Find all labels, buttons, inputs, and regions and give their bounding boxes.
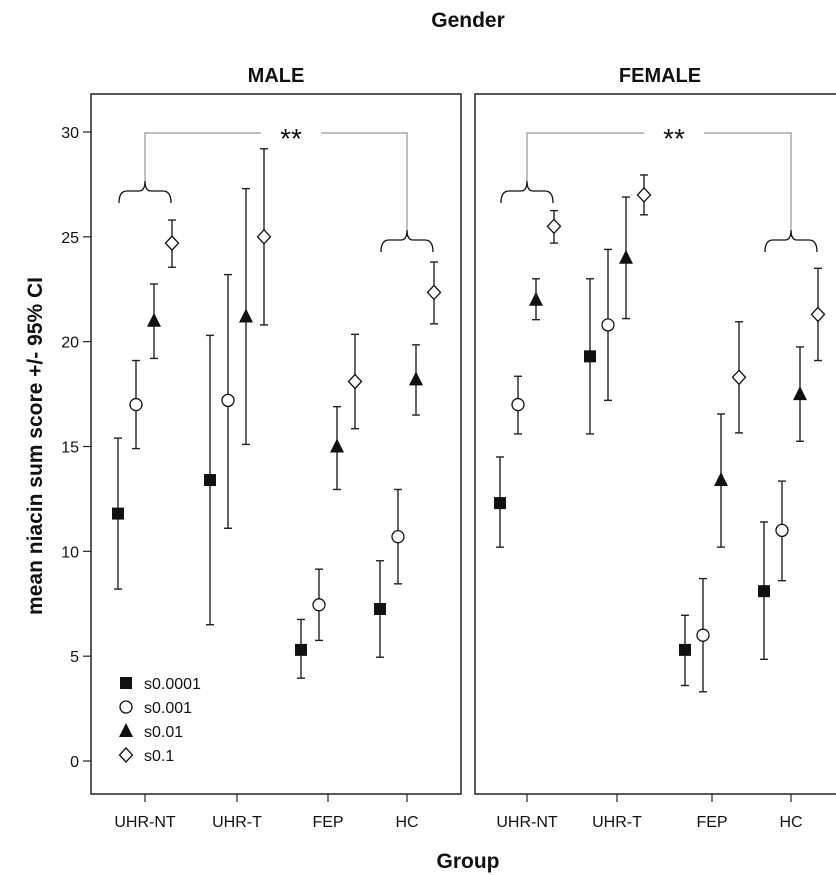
- panel-title-male: MALE: [248, 65, 305, 87]
- data-point: [312, 598, 326, 612]
- data-point: [601, 318, 615, 332]
- significance-line-left: [526, 132, 644, 181]
- legend-marker: [120, 677, 132, 689]
- panel-title-female: FEMALE: [619, 65, 701, 87]
- significance-stars: **: [663, 123, 685, 154]
- panel-frame: [474, 93, 836, 795]
- y-tick-label: 5: [70, 649, 79, 666]
- data-point: [391, 530, 405, 544]
- data-point: [511, 397, 525, 412]
- data-point: [426, 284, 442, 301]
- data-point: [619, 249, 633, 264]
- legend-label: s0.1: [144, 748, 174, 765]
- data-point: [546, 218, 562, 235]
- data-point: [679, 643, 691, 656]
- y-tick-label: 15: [61, 440, 79, 457]
- y-tick-label: 20: [61, 335, 79, 352]
- significance-line-right: [704, 132, 792, 230]
- panel-male: MALE 0 5 10 15 20 25 30 UHR-NT UHR-T FEP HC **: [61, 65, 462, 831]
- data-point: [494, 497, 506, 510]
- data-point: [129, 397, 143, 412]
- series-s0.001: [129, 273, 405, 642]
- series-s0.01: [147, 187, 423, 491]
- x-axis-label: Group: [437, 850, 500, 873]
- significance-stars: **: [280, 123, 302, 154]
- y-axis-label: mean niacin sum score +/- 95% CI: [24, 277, 47, 615]
- series-s0.0001: [494, 278, 770, 687]
- data-point: [810, 306, 826, 323]
- significance-line-left: [144, 132, 261, 181]
- series-s0.001: [511, 248, 789, 693]
- legend-label: s0.01: [144, 724, 183, 741]
- x-tick-label: FEP: [312, 814, 343, 831]
- data-point: [164, 235, 180, 252]
- significance-line-right: [321, 132, 408, 230]
- x-tick-label: FEP: [696, 814, 727, 831]
- y-tick-label: 0: [70, 754, 79, 771]
- x-tick-label: UHR-T: [212, 814, 262, 831]
- panel-frame: [90, 93, 462, 795]
- series-s0.01: [529, 196, 807, 548]
- brace-left: [118, 180, 172, 204]
- chart-title: Gender: [431, 9, 505, 32]
- data-point: [204, 474, 216, 487]
- y-tick-label: 30: [61, 125, 79, 142]
- brace-right: [764, 229, 818, 253]
- x-tick-label: UHR-T: [592, 814, 642, 831]
- data-point: [775, 523, 789, 538]
- brace-right: [380, 229, 434, 253]
- data-point: [295, 643, 307, 656]
- data-point: [758, 585, 770, 598]
- data-point: [714, 472, 728, 487]
- data-point: [147, 312, 161, 327]
- data-point: [221, 393, 235, 408]
- panel-female: FEMALE UHR-NT UHR-T FEP HC **: [474, 65, 836, 831]
- legend: s0.0001 s0.001 s0.01 s0.1: [118, 676, 201, 765]
- data-point: [347, 373, 363, 390]
- data-point: [256, 228, 272, 245]
- x-tick-label: HC: [779, 814, 802, 831]
- data-point: [374, 602, 386, 615]
- data-point: [584, 350, 596, 363]
- data-point: [636, 186, 652, 203]
- x-tick-label: UHR-NT: [114, 814, 176, 831]
- legend-marker: [119, 700, 133, 714]
- data-point: [239, 308, 253, 323]
- y-tick-label: 25: [61, 230, 79, 247]
- legend-marker: [118, 747, 134, 763]
- legend-label: s0.0001: [144, 676, 201, 693]
- legend-marker: [119, 723, 133, 737]
- x-tick-label: UHR-NT: [496, 814, 558, 831]
- data-point: [112, 507, 124, 520]
- x-tick-label: HC: [395, 814, 418, 831]
- data-point: [793, 386, 807, 401]
- data-point: [409, 371, 423, 386]
- series-s0.1: [164, 148, 442, 430]
- y-tick-label: 10: [61, 544, 79, 561]
- data-point: [696, 628, 710, 642]
- legend-label: s0.001: [144, 700, 192, 717]
- data-point: [731, 369, 747, 386]
- data-point: [529, 291, 543, 306]
- series-s0.1: [546, 174, 826, 434]
- series-s0.0001: [112, 334, 386, 679]
- data-point: [330, 438, 344, 453]
- brace-left: [500, 180, 554, 204]
